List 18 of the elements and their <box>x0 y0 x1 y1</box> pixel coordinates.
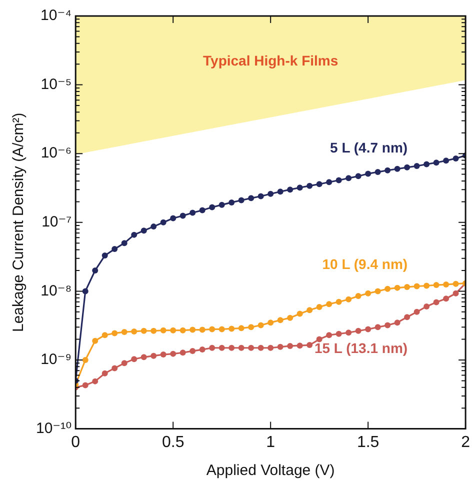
y-axis-title: Leakage Current Density (A/cm²) <box>10 112 28 332</box>
x-tick-label: 0 <box>71 434 80 451</box>
x-tick-label: 1 <box>266 434 276 451</box>
y-tick-label: 10⁻⁵ <box>40 76 72 93</box>
y-tick-label: 10⁻⁴ <box>40 7 72 24</box>
series-label: 10 L (9.4 nm) <box>322 256 408 272</box>
series-label: 5 L (4.7 nm) <box>330 139 408 156</box>
y-tick-label: 10⁻⁶ <box>40 144 72 162</box>
y-tick-label: 10⁻⁹ <box>40 351 72 368</box>
y-tick-label: 10⁻⁷ <box>42 214 72 231</box>
x-tick-label: 0.5 <box>162 434 184 451</box>
x-axis-title: Applied Voltage (V) <box>206 462 335 480</box>
x-tick-label: 1.5 <box>356 434 380 451</box>
y-tick-label: 10⁻¹⁰ <box>36 420 72 437</box>
y-tick-label: 10⁻⁸ <box>40 282 72 300</box>
x-tick-label: 2 <box>461 434 470 451</box>
series-label: 15 L (13.1 nm) <box>314 340 408 356</box>
annotation: Typical High-k Films <box>203 52 338 68</box>
